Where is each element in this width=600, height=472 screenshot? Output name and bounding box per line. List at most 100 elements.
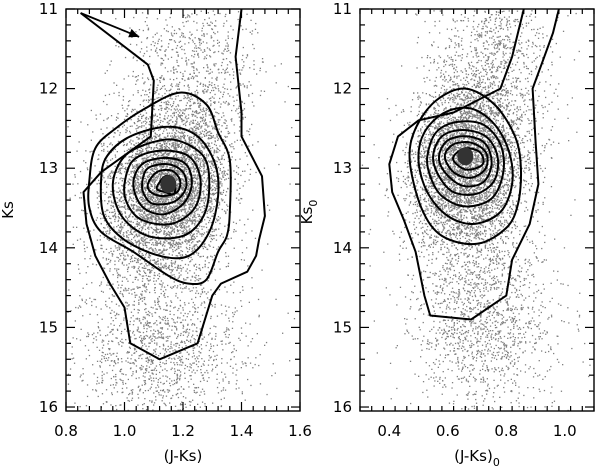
scatter-point [154,186,156,188]
scatter-point [137,126,140,128]
scatter-point [166,165,168,167]
scatter-point [208,221,210,224]
scatter-point [174,349,176,351]
scatter-point [170,149,172,151]
scatter-point [175,255,177,257]
scatter-point [185,246,188,249]
scatter-point [207,70,209,72]
scatter-point [97,158,99,161]
scatter-point [191,115,194,117]
scatter-point [177,183,179,185]
scatter-point [124,247,126,249]
scatter-point [201,178,203,180]
scatter-point [153,207,155,209]
scatter-point [137,79,139,81]
scatter-point [194,158,196,161]
scatter-point [214,187,216,189]
scatter-point [183,204,185,206]
scatter-point [176,210,178,212]
scatter-point [163,231,165,233]
scatter-point [151,179,154,181]
scatter-point [189,124,191,126]
scatter-point [119,172,121,174]
scatter-point [151,269,153,272]
scatter-point [166,233,169,236]
scatter-point [135,128,137,130]
scatter-point [126,120,128,123]
scatter-point [200,304,202,306]
scatter-point [146,217,148,219]
scatter-point [170,119,172,121]
scatter-point [183,113,186,115]
scatter-point [174,143,177,145]
scatter-point [198,147,200,149]
scatter-point [174,211,176,213]
scatter-point [149,181,151,183]
scatter-point [215,199,217,201]
scatter-point [153,250,155,252]
scatter-point [188,187,190,189]
scatter-point [118,126,120,129]
scatter-point [116,151,118,153]
scatter-point [142,160,144,162]
scatter-point [136,176,138,178]
scatter-point [211,199,213,201]
scatter-point [178,195,181,197]
scatter-point [214,229,216,231]
scatter-point [135,182,137,184]
scatter-point [173,108,176,110]
scatter-point [132,94,134,96]
scatter-point [185,329,187,331]
scatter-point [179,203,181,205]
scatter-point [180,156,182,159]
scatter-point [153,187,156,189]
scatter-point [185,166,187,169]
scatter-point [119,197,122,199]
scatter-point [163,264,165,266]
scatter-point [182,231,184,233]
scatter-point [162,253,164,255]
scatter-point [156,227,158,230]
scatter-point [214,116,216,118]
scatter-point [118,194,120,196]
scatter-point [200,170,202,172]
scatter-point [128,182,131,184]
scatter-point [90,139,92,141]
scatter-point [177,267,179,269]
scatter-point [178,241,180,244]
scatter-point [247,218,249,220]
scatter-point [177,202,179,204]
scatter-point [219,181,221,183]
scatter-point [188,207,190,209]
scatter-point [137,190,140,192]
scatter-point [211,270,213,272]
scatter-point [195,209,198,212]
scatter-point [155,189,158,192]
scatter-point [129,132,132,134]
scatter-point [211,193,213,196]
scatter-point [164,141,166,143]
scatter-point [210,132,213,134]
scatter-point [177,285,179,287]
scatter-point [166,222,168,225]
scatter-point [181,198,183,200]
scatter-point [116,256,118,258]
scatter-point [185,115,187,117]
scatter-point [185,212,187,214]
scatter-point [150,306,152,308]
scatter-point [188,226,190,228]
scatter-point [148,252,150,255]
scatter-point [142,184,144,186]
scatter-point [163,257,165,259]
scatter-point [245,232,247,234]
scatter-point [142,247,144,249]
scatter-point [110,151,112,153]
scatter-point [154,138,156,140]
scatter-point [216,185,218,187]
scatter-point [194,190,196,192]
scatter-point [125,251,128,253]
scatter-point [119,190,121,192]
scatter-point [220,198,223,200]
scatter-point [226,125,228,127]
scatter-point [200,209,202,211]
